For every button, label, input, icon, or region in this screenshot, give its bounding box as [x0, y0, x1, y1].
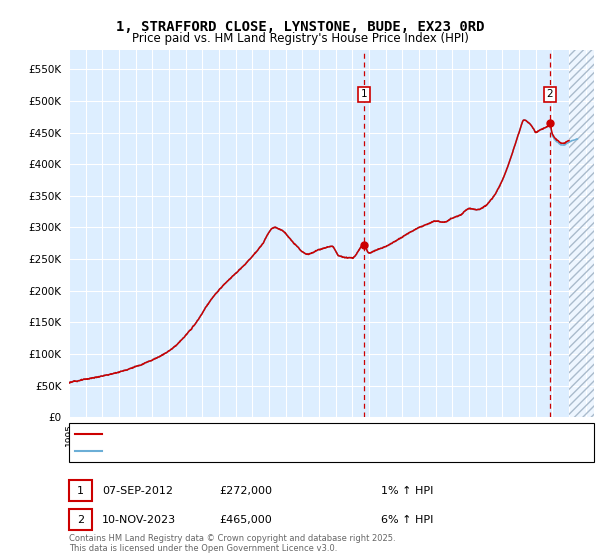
Text: Contains HM Land Registry data © Crown copyright and database right 2025.
This d: Contains HM Land Registry data © Crown c…	[69, 534, 395, 553]
Text: 6% ↑ HPI: 6% ↑ HPI	[381, 515, 433, 525]
Text: 1, STRAFFORD CLOSE, LYNSTONE, BUDE, EX23 0RD (detached house): 1, STRAFFORD CLOSE, LYNSTONE, BUDE, EX23…	[108, 429, 455, 439]
Text: 07-SEP-2012: 07-SEP-2012	[102, 486, 173, 496]
Text: 10-NOV-2023: 10-NOV-2023	[102, 515, 176, 525]
Bar	[569, 50, 594, 417]
Text: 2: 2	[77, 515, 84, 525]
Text: 1% ↑ HPI: 1% ↑ HPI	[381, 486, 433, 496]
Text: 2: 2	[547, 90, 553, 100]
Text: HPI: Average price, detached house, Cornwall: HPI: Average price, detached house, Corn…	[108, 446, 335, 456]
Text: £465,000: £465,000	[219, 515, 272, 525]
Text: 1: 1	[361, 90, 367, 100]
Text: 1: 1	[77, 486, 84, 496]
Text: Price paid vs. HM Land Registry's House Price Index (HPI): Price paid vs. HM Land Registry's House …	[131, 32, 469, 45]
Text: £272,000: £272,000	[219, 486, 272, 496]
Text: 1, STRAFFORD CLOSE, LYNSTONE, BUDE, EX23 0RD: 1, STRAFFORD CLOSE, LYNSTONE, BUDE, EX23…	[116, 20, 484, 34]
